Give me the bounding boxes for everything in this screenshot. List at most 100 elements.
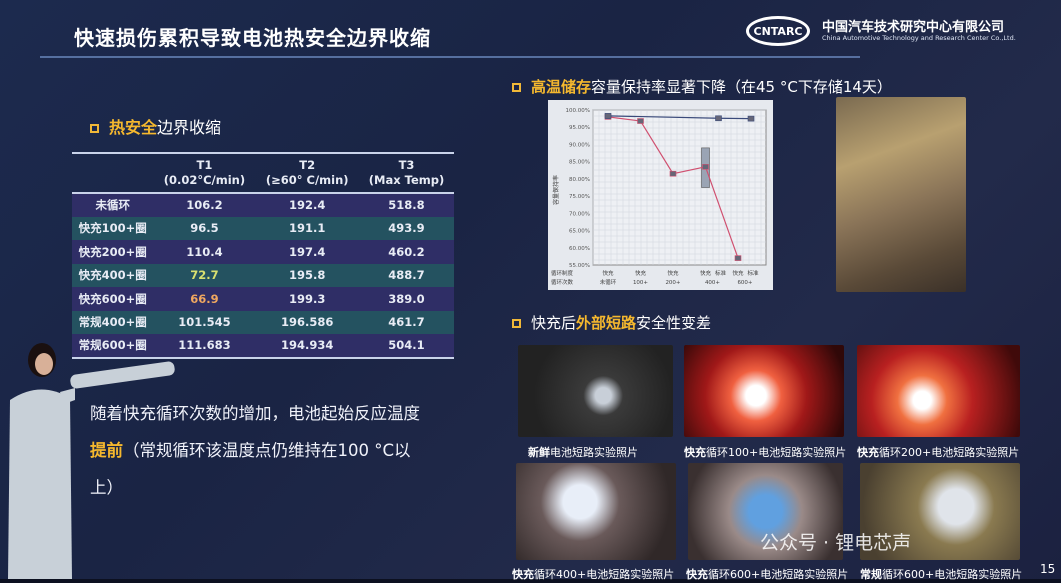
table-cell: 111.683	[153, 334, 256, 358]
short-circuit-photo-fresh	[518, 345, 673, 437]
table-cell: 194.934	[255, 334, 359, 358]
data-point	[637, 118, 644, 124]
table-row: 常规600+圈 111.683 194.934 504.1	[72, 334, 454, 358]
table-cell: 72.7	[153, 263, 256, 287]
table-cell: 504.1	[359, 334, 454, 358]
table-cell: 518.8	[359, 193, 454, 217]
y-tick-label: 95.00%	[569, 125, 590, 131]
note-text: 随着快充循环次数的增加，电池起始反应温度提前（常规循环该温度点仍维持在100 °…	[90, 404, 420, 497]
table-cell: 196.586	[255, 310, 359, 334]
section-title-storage: 高温储存容量保持率显著下降（在45 °C下存储14天）	[512, 76, 892, 97]
y-tick-label: 90.00%	[569, 142, 590, 148]
table-cell: 96.5	[153, 216, 256, 240]
bullet-icon	[512, 83, 521, 92]
data-point	[747, 115, 755, 122]
data-point	[669, 170, 677, 177]
table-cell: 460.2	[359, 240, 454, 264]
table-header: T1 (0.02°C/min)	[153, 153, 256, 194]
x-tick-count: 100+	[633, 280, 648, 286]
y-axis-label: 容量保持率	[552, 175, 560, 205]
row-label: 常规600+圈	[72, 334, 154, 358]
data-point	[734, 255, 742, 261]
section-title-short: 快充后外部短路安全性变差	[512, 312, 711, 333]
row-label: 循环制度	[551, 269, 574, 277]
x-tick-regime: 标准	[715, 269, 727, 277]
table-row: 快充200+圈 110.4 197.4 460.2	[72, 240, 454, 264]
photo-caption: 快充循环100+电池短路实验照片	[684, 446, 847, 459]
table-row: 快充600+圈 66.9 199.3 389.0	[72, 287, 454, 311]
table-cell: 199.3	[255, 287, 359, 311]
bullet-icon	[512, 319, 521, 328]
row-label: 常规400+圈	[72, 310, 154, 334]
row-label: 快充600+圈	[72, 287, 154, 311]
chart-svg: 100.00% 95.00% 90.00% 85.00% 80.00% 75.00% 70.…	[551, 108, 767, 286]
table-cell: 493.9	[359, 216, 454, 240]
table-header	[72, 153, 154, 194]
table-row: 未循环 106.2 192.4 518.8	[72, 193, 454, 217]
short-circuit-photo-fast100	[684, 345, 844, 437]
row-label: 快充200+圈	[72, 240, 154, 264]
header-divider	[40, 56, 860, 58]
short-circuit-photo-fast200	[857, 345, 1020, 437]
x-tick-regime: 快充	[667, 269, 679, 277]
table-cell: 110.4	[153, 240, 256, 264]
photo-caption: 常规循环600+电池短路实验照片	[860, 568, 1023, 581]
company-logo: CNTARC	[746, 16, 810, 46]
photo-caption: 快充循环400+电池短路实验照片	[512, 568, 675, 581]
photo-caption: 新鲜电池短路实验照片	[528, 446, 638, 459]
short-circuit-photo-fast400	[516, 463, 676, 560]
row-label: 快充100+圈	[72, 216, 154, 240]
y-tick-label: 85.00%	[569, 160, 590, 166]
y-tick-label: 80.00%	[569, 177, 590, 183]
short-circuit-photo-normal600	[860, 463, 1020, 560]
short-circuit-photo-fast600	[688, 463, 843, 560]
data-point	[702, 164, 709, 170]
presenter-arm	[69, 360, 176, 390]
table-cell: 197.4	[255, 240, 359, 264]
table-header: T2 (≥60° C/min)	[255, 153, 359, 194]
y-tick-label: 65.00%	[569, 229, 590, 235]
photo-caption: 快充循环200+电池短路实验照片	[857, 446, 1020, 459]
photo-caption: 快充循环600+电池短路实验照片	[686, 568, 849, 581]
table-cell: 106.2	[153, 193, 256, 217]
data-point	[604, 113, 612, 119]
table-row: 常规400+圈 101.545 196.586 461.7	[72, 310, 454, 334]
table-row: 快充400+圈 72.7 195.8 488.7	[72, 263, 454, 287]
company-name-en: China Automotive Technology and Research…	[822, 34, 1016, 42]
x-tick-regime: 快充	[700, 269, 712, 277]
table-row: 快充100+圈 96.5 191.1 493.9	[72, 216, 454, 240]
page-number: 15	[1040, 562, 1056, 576]
x-tick-regime: 快充	[635, 269, 647, 277]
bullet-icon	[90, 124, 99, 133]
x-tick-count: 未循环	[600, 278, 617, 286]
y-tick-label: 60.00%	[569, 246, 590, 252]
presenter	[0, 340, 75, 579]
y-tick-label: 100.00%	[566, 108, 590, 114]
row-label: 快充400+圈	[72, 263, 154, 287]
table-cell: 195.8	[255, 263, 359, 287]
company-name-cn: 中国汽车技术研究中心有限公司	[822, 20, 1005, 35]
watermark: 公众号 · 锂电芯声	[760, 532, 912, 554]
table-cell: 191.1	[255, 216, 359, 240]
table-cell: 389.0	[359, 287, 454, 311]
x-tick-count: 200+	[665, 280, 680, 286]
x-tick-count: 400+	[705, 280, 720, 286]
row-label: 未循环	[72, 193, 154, 217]
table-cell: 66.9	[153, 287, 256, 311]
x-tick-regime: 快充	[732, 269, 744, 277]
y-tick-label: 70.00%	[569, 211, 590, 217]
x-tick-count: 600+	[737, 280, 752, 286]
data-point	[715, 115, 722, 122]
table-cell: 192.4	[255, 193, 359, 217]
battery-storage-photo	[836, 97, 966, 292]
x-tick-regime: 标准	[747, 269, 759, 277]
thermal-table: T1 (0.02°C/min) T2 (≥60° C/min) T3 (Max Temp)…	[72, 152, 454, 359]
y-tick-label: 75.00%	[569, 194, 590, 200]
table-header: T3 (Max Temp)	[359, 153, 454, 194]
capacity-chart: 100.00% 95.00% 90.00% 85.00% 80.00% 75.00% 70.…	[548, 100, 773, 290]
x-tick-regime: 快充	[602, 269, 614, 277]
table-cell: 488.7	[359, 263, 454, 287]
y-tick-label: 55.00%	[569, 263, 590, 269]
section-title-thermal: 热安全边界收缩	[90, 114, 221, 138]
